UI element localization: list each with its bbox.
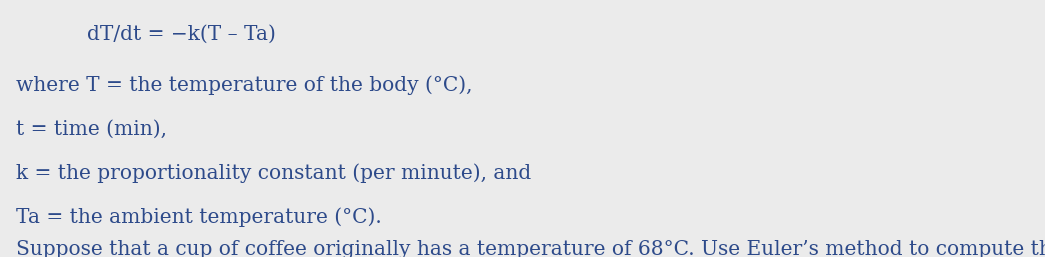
Text: t = time (min),: t = time (min), bbox=[16, 120, 166, 139]
Text: Suppose that a cup of coffee originally has a temperature of 68°C. Use Euler’s m: Suppose that a cup of coffee originally … bbox=[16, 240, 1045, 257]
Text: dT/dt = −k(T – Ta): dT/dt = −k(T – Ta) bbox=[87, 25, 276, 44]
Text: k = the proportionality constant (per minute), and: k = the proportionality constant (per mi… bbox=[16, 163, 531, 183]
Text: where T = the temperature of the body (°C),: where T = the temperature of the body (°… bbox=[16, 75, 472, 95]
Text: Ta = the ambient temperature (°C).: Ta = the ambient temperature (°C). bbox=[16, 207, 381, 227]
